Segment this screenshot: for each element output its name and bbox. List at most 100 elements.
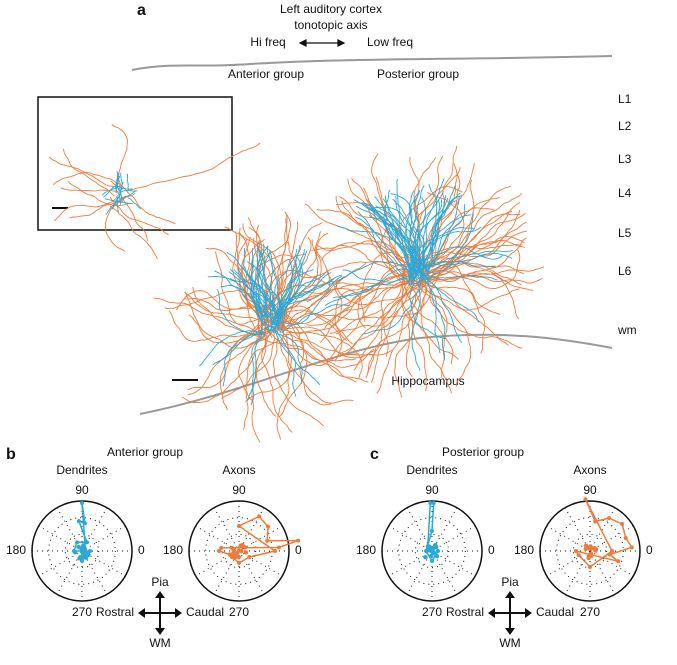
neurite	[424, 289, 472, 387]
neurite	[126, 173, 130, 192]
polar-point	[85, 551, 90, 557]
polar-point	[424, 548, 430, 553]
polar-ring	[556, 517, 624, 585]
polar-point	[583, 497, 588, 502]
neurite	[275, 308, 383, 321]
polar-angle: 90	[75, 483, 89, 497]
layer-label: L5	[618, 226, 632, 240]
neurite	[402, 262, 454, 365]
polar-point	[266, 524, 271, 529]
polar-point	[230, 545, 235, 551]
neurite	[355, 216, 413, 285]
polar-point	[81, 543, 86, 548]
polar-angle: 90	[425, 483, 439, 497]
neurite	[415, 199, 443, 281]
neurite	[188, 314, 281, 349]
polar-point	[610, 549, 614, 553]
neurite	[283, 231, 321, 331]
neurite	[246, 327, 264, 401]
compass-label: Caudal	[536, 605, 574, 619]
neurite	[357, 251, 417, 329]
polar-point	[574, 549, 578, 553]
neurite	[415, 155, 444, 270]
neurite	[243, 247, 268, 317]
neurite	[256, 240, 266, 317]
neurite	[424, 195, 462, 274]
neurite	[336, 225, 409, 268]
polar-ring	[221, 533, 257, 569]
neurite	[409, 156, 422, 273]
polar-angle: 270	[422, 605, 442, 619]
neurite	[416, 276, 520, 311]
polar-angle: 90	[583, 483, 597, 497]
neurite	[187, 320, 268, 396]
layer-label: L6	[618, 264, 632, 278]
neurite	[427, 185, 512, 267]
polar-point	[247, 555, 252, 559]
layer-label: L4	[618, 186, 632, 200]
polar-point	[265, 538, 270, 543]
compass-label: Pia	[151, 575, 169, 589]
neurite	[281, 304, 351, 334]
neurite	[365, 282, 427, 378]
neurite	[427, 192, 461, 275]
polar-point	[75, 540, 79, 545]
neurite	[405, 264, 433, 377]
neurite	[48, 156, 114, 187]
neurite	[220, 285, 273, 331]
neurite	[362, 276, 422, 335]
neurite	[409, 267, 446, 339]
neurite	[431, 192, 523, 269]
neurite	[426, 266, 545, 282]
polar-point	[607, 552, 612, 557]
neurite	[370, 281, 429, 383]
neurite	[329, 274, 424, 334]
polar-point	[593, 519, 598, 524]
compass-label: Pia	[501, 575, 519, 589]
neurite	[304, 203, 407, 265]
polar-point	[588, 546, 594, 551]
polar-point	[237, 561, 241, 565]
polar-point	[243, 550, 249, 555]
neurite	[424, 253, 513, 269]
compass-label: Rostral	[446, 605, 484, 619]
polar-point	[431, 501, 436, 506]
neurite	[401, 278, 427, 392]
neurite	[109, 196, 169, 236]
neurite	[199, 330, 263, 367]
neurite	[329, 280, 414, 360]
neurite	[272, 274, 321, 334]
neurite	[69, 192, 136, 219]
polar-angle: 180	[6, 543, 26, 557]
polar-angle: 270	[72, 605, 92, 619]
neurite	[410, 200, 440, 284]
neurite	[347, 178, 412, 277]
neurite	[374, 196, 413, 278]
neurite	[118, 182, 176, 225]
neurite	[181, 337, 258, 403]
polar-point	[430, 529, 434, 533]
neurite	[417, 197, 449, 280]
neurite	[427, 272, 520, 320]
double-arrow	[298, 39, 346, 47]
polar-point	[82, 546, 88, 552]
hi-freq: Hi freq	[250, 35, 285, 49]
neurite	[264, 328, 303, 384]
neurite	[277, 326, 376, 359]
hippocampus-label: Hippocampus	[391, 374, 464, 388]
polar-point	[237, 524, 241, 528]
polar-angle: 0	[295, 543, 302, 557]
neurite	[116, 173, 120, 191]
polar-point	[620, 522, 625, 527]
neurite	[279, 248, 305, 321]
neurite	[281, 329, 375, 368]
polar-point	[78, 555, 83, 560]
neurite	[120, 190, 137, 200]
panel-title: Posterior group	[442, 445, 524, 459]
polar-point	[273, 549, 277, 553]
compass-arrows	[492, 595, 528, 631]
pia-boundary	[131, 55, 613, 71]
neurite	[60, 187, 121, 193]
neurite	[426, 195, 460, 279]
neurite	[263, 222, 323, 315]
